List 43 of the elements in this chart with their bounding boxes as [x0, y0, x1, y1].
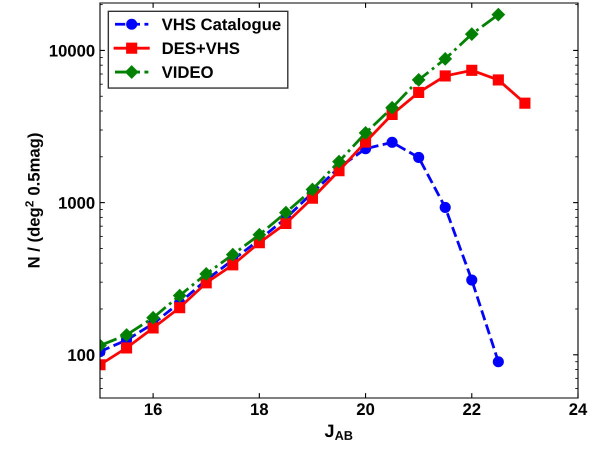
x-tick-label: 18	[251, 403, 268, 416]
point	[121, 342, 132, 354]
legend-label: DES+VHS	[162, 42, 240, 54]
point	[200, 267, 213, 280]
point	[332, 155, 346, 168]
point	[492, 8, 505, 22]
y-tick-label: 1000	[59, 197, 94, 209]
point	[492, 74, 504, 86]
y-tick-label: 100	[68, 349, 94, 361]
point	[465, 28, 478, 41]
y-tick-label: 10000	[50, 44, 94, 57]
point	[148, 322, 159, 334]
point	[358, 126, 372, 140]
point	[386, 136, 398, 148]
point	[174, 302, 186, 314]
x-tick-label: 24	[569, 403, 588, 415]
point	[466, 274, 478, 286]
point	[226, 248, 240, 262]
point	[440, 70, 451, 82]
point	[440, 202, 451, 213]
x-tick-label: 16	[144, 403, 162, 416]
point	[306, 182, 320, 196]
point	[146, 311, 160, 324]
point	[413, 86, 424, 98]
point	[120, 328, 134, 342]
point	[227, 259, 238, 270]
legend-label: VHS Catalogue	[162, 18, 281, 34]
x-tick-label: 22	[463, 403, 480, 415]
point	[386, 101, 399, 114]
point	[413, 152, 424, 164]
x-axis-title: J$_{AB}$	[324, 424, 352, 440]
point	[280, 218, 292, 229]
point	[279, 206, 292, 220]
point	[438, 52, 452, 66]
y-axis-title: N / (deg$^{2}$ 0.5mag)	[25, 133, 44, 268]
point	[492, 356, 504, 368]
x-tick-label: 20	[356, 403, 374, 416]
point	[173, 288, 186, 302]
point	[412, 73, 426, 87]
point	[252, 228, 266, 242]
legend-label: VIDEO	[162, 66, 213, 78]
point	[466, 64, 478, 76]
point	[519, 98, 530, 109]
